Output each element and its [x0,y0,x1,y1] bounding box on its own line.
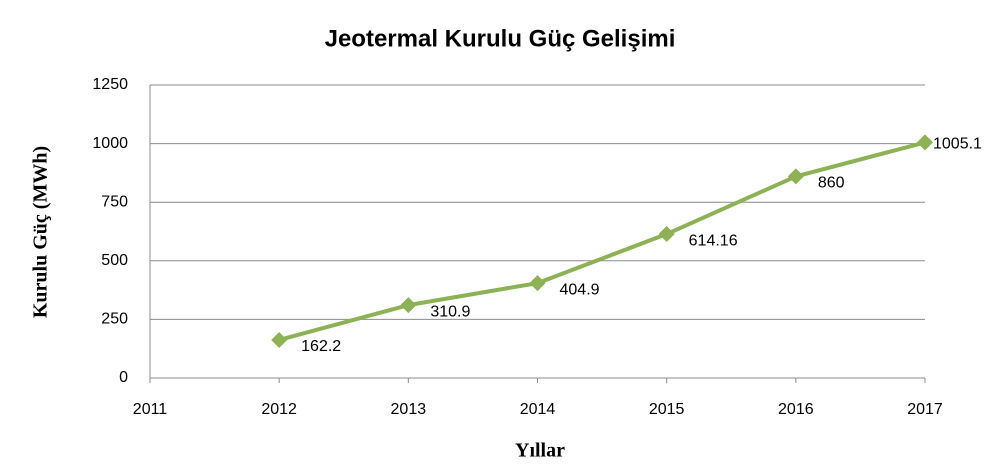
data-label: 162.2 [301,338,341,355]
y-tick-label: 500 [101,252,128,269]
data-line [278,140,926,342]
chart-title: Jeotermal Kurulu Güç Gelişimi [325,25,676,52]
y-axis-title: Kurulu Güç (MWh) [30,146,52,318]
y-tick-label: 1000 [92,135,128,152]
x-tick-label: 2013 [391,401,427,418]
data-label: 860 [818,175,845,192]
x-axis-title: Yıllar [515,440,565,462]
y-tick-label: 750 [101,193,128,210]
data-marker [529,275,546,292]
data-label: 614.16 [689,232,738,249]
x-tick-label: 2012 [261,401,297,418]
x-tick-label: 2015 [649,401,685,418]
data-label: 404.9 [560,281,600,298]
data-marker [917,134,933,151]
data-label: 1005.1 [933,136,982,153]
x-tick-label: 2014 [520,401,556,418]
y-tick-label: 250 [101,311,128,328]
x-tick-label: 2011 [133,401,168,418]
x-tick-label: 2017 [907,401,943,418]
y-tick-label: 0 [119,369,128,386]
data-marker [787,168,804,185]
data-marker [658,226,675,243]
data-marker [400,297,417,314]
data-marker [271,331,288,348]
y-tick-label: 1250 [92,76,128,93]
x-tick-label: 2016 [778,401,814,418]
data-label: 310.9 [430,303,470,320]
